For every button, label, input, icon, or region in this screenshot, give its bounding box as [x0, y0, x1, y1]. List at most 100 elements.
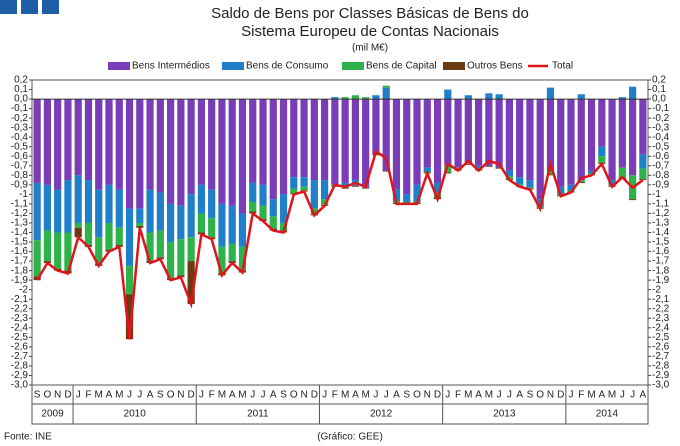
bar-segment [279, 99, 288, 195]
bar-segment [331, 97, 339, 100]
bar-segment [362, 99, 370, 185]
y2-tick-label: -2,3 [652, 313, 670, 324]
y2-tick-label: -1,7 [652, 256, 670, 267]
bar-segment [464, 162, 472, 164]
bar-segment [495, 99, 503, 168]
bar-segment [505, 170, 513, 177]
legend-label: Bens de Consumo [246, 61, 329, 72]
x-tick-label: A [147, 390, 154, 401]
bar-segment [423, 99, 431, 168]
y2-tick-label: -2,5 [652, 332, 670, 343]
bar-segment [567, 184, 575, 191]
x-tick-label: M [464, 390, 472, 401]
x-tick-label: M [238, 390, 246, 401]
x-tick-label: D [188, 390, 195, 401]
bar-segment [608, 99, 616, 181]
bar-segment [629, 86, 637, 100]
x-tick-label: M [361, 390, 369, 401]
bar-segment [74, 227, 82, 238]
bar-segment [351, 99, 359, 181]
bar-segment [187, 261, 195, 304]
bar-segment [608, 180, 616, 185]
bar-segment [331, 99, 339, 185]
bar-segment [362, 187, 370, 189]
bar-segment [341, 97, 349, 100]
bar-segment [208, 218, 216, 238]
y2-tick-label: -1,5 [652, 237, 670, 248]
bar-segment [187, 99, 195, 195]
bar-segment [115, 99, 123, 190]
bar-segment [43, 184, 51, 231]
bar-segment [156, 230, 164, 258]
bar-segment [485, 99, 493, 166]
y2-tick-label: -0,4 [652, 132, 670, 143]
bar-segment [536, 199, 544, 207]
y2-tick-label: -0,9 [652, 179, 670, 190]
bar-segment [279, 222, 288, 231]
x-tick-label: J [569, 390, 574, 401]
bar-segment [197, 213, 205, 233]
bar-segment [310, 180, 318, 209]
bar-segment [249, 202, 257, 212]
bar-segment [403, 99, 411, 195]
x-tick-label: S [34, 390, 41, 401]
y-tick-label: -0,2 [11, 113, 29, 124]
x-tick-label: O [536, 390, 544, 401]
bar-segment [485, 93, 493, 100]
y-tick-label: -0,1 [11, 103, 29, 114]
y-tick-label: 0,1 [14, 84, 28, 95]
bar-segment [95, 189, 103, 238]
bar-segment [444, 165, 452, 173]
bar-segment [279, 194, 288, 223]
bar-segment [464, 163, 472, 165]
y2-tick-label: -1,4 [652, 227, 670, 238]
bar-segment [228, 205, 236, 244]
bar-segment [403, 194, 411, 202]
logo-square [21, 0, 38, 14]
year-label: 2009 [41, 409, 64, 420]
bar-segment [546, 174, 555, 176]
legend-swatch [342, 62, 364, 70]
bar-segment [587, 99, 596, 171]
bar-segment [177, 239, 185, 276]
x-tick-label: A [229, 390, 236, 401]
x-tick-label: J [199, 390, 204, 401]
bar-segment [259, 184, 267, 206]
bar-segment [177, 205, 185, 240]
bar-segment [146, 189, 154, 233]
bar-segment [136, 208, 144, 223]
bar-segment [382, 170, 390, 172]
bar-segment [218, 246, 226, 274]
chart-subtitle: (mil M€) [352, 43, 388, 54]
x-tick-label: M [218, 390, 226, 401]
y2-tick-label: -1,2 [652, 208, 670, 219]
bar-segment [372, 95, 380, 100]
x-tick-label: J [373, 390, 378, 401]
y-tick-label: -1,8 [11, 265, 29, 276]
x-tick-label: A [598, 390, 605, 401]
bar-segment [208, 189, 216, 219]
y-tick-label: -1 [19, 189, 28, 200]
x-tick-label: O [290, 390, 298, 401]
y-tick-label: -2,9 [11, 370, 29, 381]
chart-title: Saldo de Bens por Classes Básicas de Ben… [211, 5, 529, 22]
bar-segment [413, 184, 421, 202]
x-tick-label: O [413, 390, 421, 401]
bar-segment [505, 99, 513, 171]
legend-label: Total [552, 61, 573, 72]
bar-segment [64, 232, 72, 271]
x-tick-label: F [85, 390, 91, 401]
x-tick-label: D [311, 390, 318, 401]
year-label: 2013 [493, 409, 516, 420]
y2-tick-label: -1,9 [652, 275, 670, 286]
bar-segment [197, 184, 205, 214]
y-tick-label: -1,1 [11, 199, 29, 210]
y2-tick-label: -2,2 [652, 303, 670, 314]
bar-segment [146, 99, 154, 190]
bar-segment [546, 87, 555, 100]
bar-segment [639, 99, 647, 155]
x-tick-label: J [250, 390, 255, 401]
y2-tick-label: -2,9 [652, 370, 670, 381]
bar-segment [259, 205, 267, 220]
x-tick-label: F [455, 390, 461, 401]
